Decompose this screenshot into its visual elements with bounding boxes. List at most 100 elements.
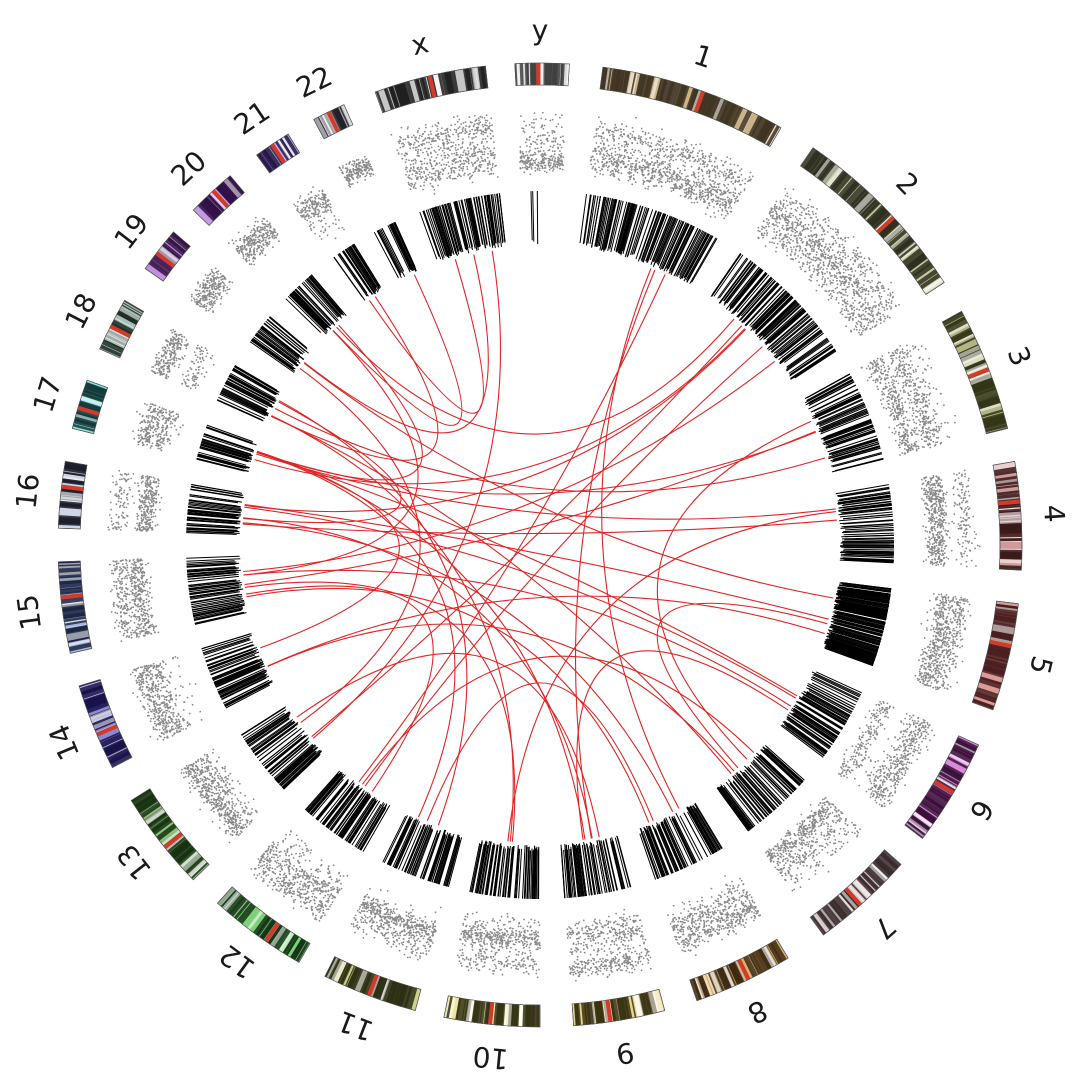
scatter-chr-15 [108,558,160,643]
chromosome-label-4: 4 [1037,504,1071,524]
rearrangement-link [304,254,489,434]
scatter-chr-14 [129,656,203,741]
chromosome-label-3: 3 [1001,342,1038,371]
scatter-chr-4 [920,469,981,568]
rearrangement-link [332,274,463,426]
rearrangement-link [243,569,791,707]
ideogram-chr-5 [971,600,1019,711]
rearrangement-links [242,250,838,842]
chromosome-label-8: 8 [743,993,773,1030]
rearrangement-link [267,595,825,667]
chromosome-label-9: 9 [613,1035,636,1070]
rearrangement-link [279,400,468,826]
rearrangement-link [254,328,746,485]
ideogram-chr-10 [443,995,541,1028]
chromosome-label-5: 5 [1023,653,1059,678]
bars-chr-4 [835,484,895,564]
chromosome-label-21: 21 [228,94,276,141]
rearrangement-link [656,420,812,760]
rearrangement-link [311,325,743,738]
bars-chr-17 [196,424,257,472]
scatter-chr-13 [180,748,258,844]
ideogram-chr-17 [71,379,109,435]
bars-chr-5 [823,582,892,667]
rearrangement-link [361,655,755,785]
copy-number-scatter-ring [107,111,981,982]
chromosome-label-14: 14 [42,719,86,765]
rearrangement-link [243,330,419,576]
ideogram-chr-19 [144,231,191,282]
rearrangement-link [601,268,680,809]
chromosome-label-6: 6 [963,794,1000,826]
rearrangement-link [243,401,402,524]
scatter-chr-12 [250,830,349,922]
scatter-chr-10 [456,911,541,979]
rearrangement-link [246,588,650,823]
rearrangement-link [274,408,826,493]
scatter-chr-y [519,111,565,176]
bars-chr-14 [201,633,273,709]
rearrangement-link [299,367,421,724]
rearrangement-link [242,522,674,813]
rearrangement-link [244,430,816,586]
rearrangement-link [256,453,836,520]
rearrangement-link [256,431,817,495]
scatter-chr-3 [860,344,956,456]
rearrangement-link [244,581,516,842]
ideogram-chr-21 [256,133,301,174]
bars-chr-15 [186,555,247,625]
ideogram-chr-3 [941,310,1009,435]
ideogram-chr-16 [57,460,88,530]
rearrangement-link [576,650,789,840]
rearrangement-link [656,602,828,769]
bars-chr-11 [382,815,463,888]
chromosome-label-15: 15 [11,592,48,632]
ideogram-chr-9 [571,988,666,1027]
ideogram-chr-18 [99,299,145,359]
ideogram-chr-11 [324,956,422,1011]
chromosome-label-17: 17 [27,373,69,417]
scatter-chr-6 [838,700,936,808]
scatter-chr-11 [350,888,442,961]
bars-chr-20 [285,274,347,335]
chromosome-label-11: 11 [333,1004,378,1048]
scatter-chr-18 [151,328,215,390]
ideogram-chr-1 [599,66,782,148]
chromosome-label-2: 2 [889,166,925,202]
bars-chr-18 [216,365,280,422]
chromosome-label-18: 18 [58,288,104,335]
rearrangement-link [312,250,502,739]
scatter-chr-19 [190,267,234,313]
bars-chr-12 [304,770,391,852]
scatter-chr-1 [589,116,754,220]
rearrangement-link [296,652,600,838]
rearrangement-link [244,503,829,620]
bars-chr-1 [579,194,718,284]
chromosome-label-13: 13 [110,838,158,886]
bars-chr-16 [186,484,244,535]
chromosome-label-19: 19 [107,207,155,255]
rearrangement-link [256,451,456,818]
rearrangement-link [507,511,837,842]
bars-chr-6 [780,671,862,758]
rearrangement-link [270,296,439,461]
ideogram-chr-4 [992,460,1023,571]
bars-chr-21 [333,243,382,301]
bars-chr-10 [469,840,540,900]
ideogram-chr-13 [130,788,210,881]
rearrangement-link [243,360,776,573]
rearrangement-link [256,451,798,697]
ideogram-chr-20 [192,175,245,226]
rearrangement-link [574,269,656,839]
chromosome-label-20: 20 [165,144,214,192]
bars-chr-7 [716,745,805,832]
scatter-chr-17 [132,402,184,452]
rearrangement-link [303,362,834,599]
ideogram-chr-6 [904,735,979,839]
scatter-chr-7 [765,797,861,892]
ideogram-chr-y [514,62,570,87]
ideogram-chr-15 [57,560,93,654]
scatter-chr-5 [914,593,972,690]
